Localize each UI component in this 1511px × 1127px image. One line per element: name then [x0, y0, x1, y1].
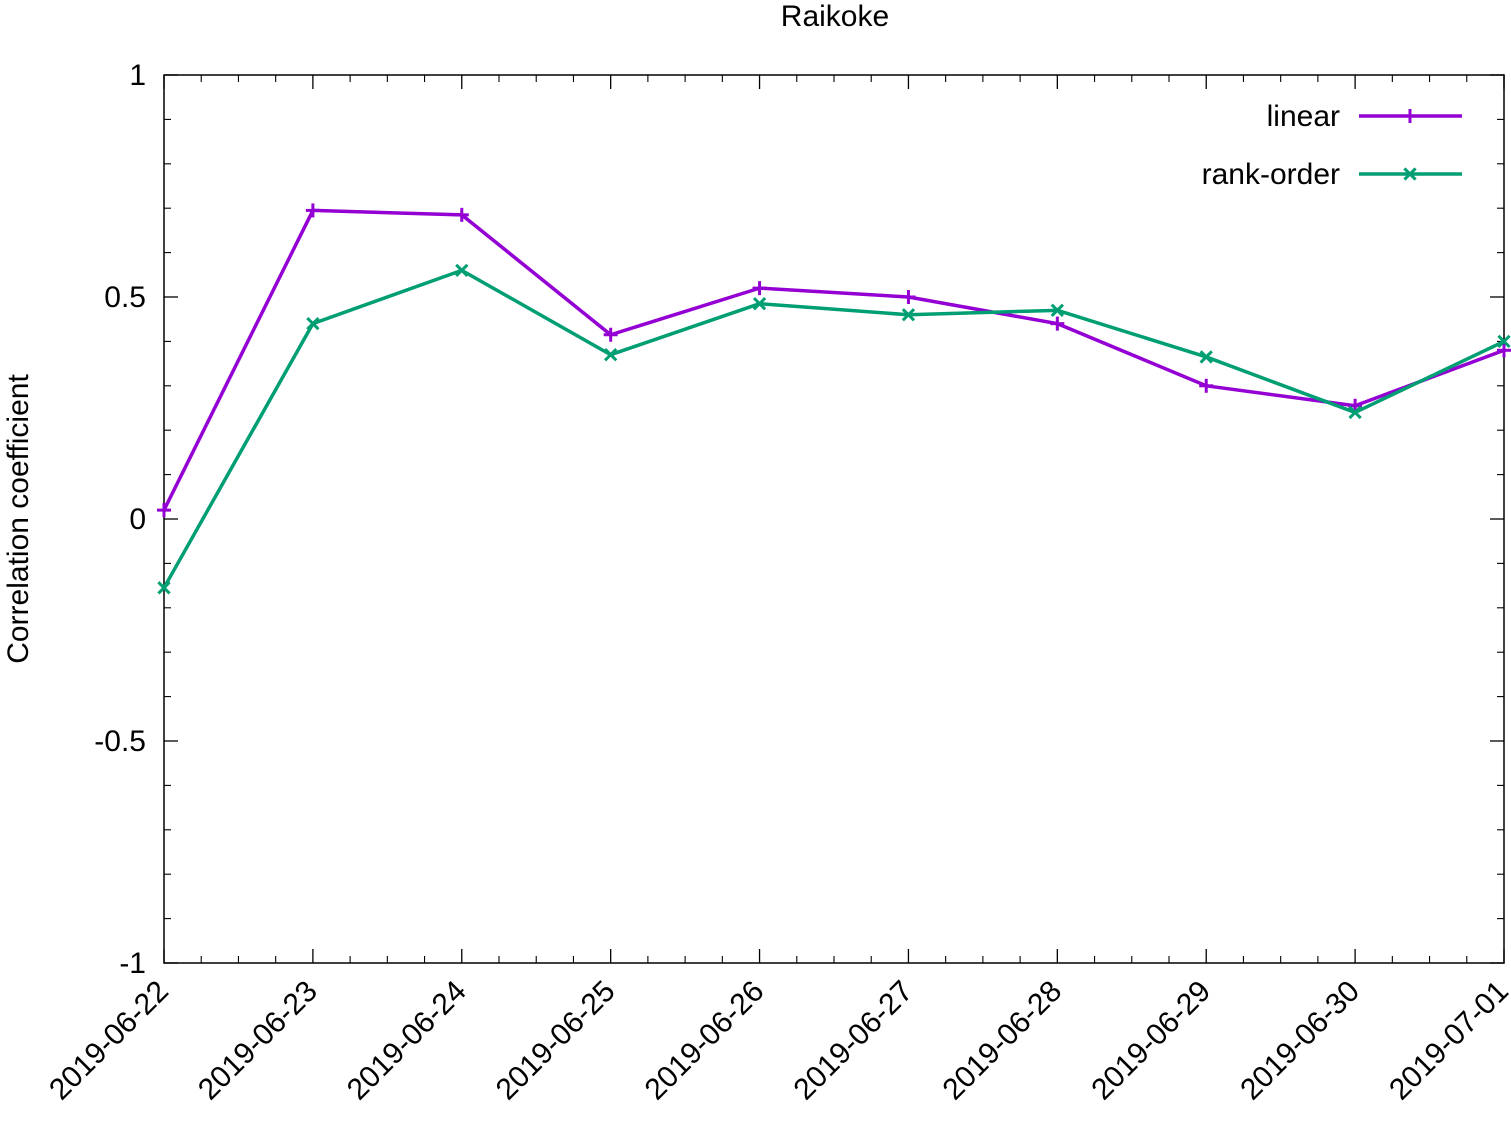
data-point [1497, 334, 1511, 349]
x-tick-label: 2019-06-26 [639, 975, 771, 1107]
legend-item-rank-order: rank-order [1202, 158, 1462, 191]
data-point [1050, 303, 1064, 317]
marker-stroke [604, 348, 618, 362]
x-tick-label: 2019-06-28 [936, 975, 1068, 1107]
marker-stroke [157, 581, 171, 595]
legend: linear rank-order [1202, 100, 1462, 191]
marker-stroke [1050, 303, 1064, 317]
legend-label: rank-order [1202, 158, 1340, 191]
data-point [1199, 378, 1214, 393]
data-point [157, 503, 171, 518]
plot-frame [163, 74, 1505, 964]
x-tick-label: 2019-06-22 [43, 975, 175, 1107]
marker-stroke [901, 308, 916, 322]
legend-item-linear: linear [1267, 100, 1462, 133]
y-tick-label: 0 [129, 503, 146, 536]
series-linear [157, 203, 1511, 518]
x-tick-label: 2019-07-01 [1383, 975, 1511, 1107]
legend-marker [1403, 109, 1417, 123]
data-point [1199, 350, 1213, 364]
data-point [157, 581, 171, 595]
data-point [1348, 405, 1362, 420]
data-point [454, 207, 469, 222]
legend-label: linear [1267, 100, 1340, 133]
y-tick-label: 0.5 [104, 281, 146, 314]
data-point [603, 327, 618, 342]
marker-stroke [306, 316, 320, 331]
x-tick-label: 2019-06-30 [1234, 975, 1366, 1107]
data-point [306, 316, 320, 331]
x-tick-label: 2019-06-24 [341, 975, 473, 1107]
data-point [901, 290, 916, 304]
marker-stroke [1403, 167, 1417, 181]
y-axis-label: Correlation coefficient [2, 374, 35, 664]
y-tick-label: -1 [119, 947, 146, 980]
data-point [1050, 316, 1065, 331]
marker-stroke [1199, 350, 1213, 364]
series-line [162, 208, 1505, 511]
series-line [162, 268, 1505, 589]
y-tick-label: 1 [129, 59, 146, 92]
series-rank-order [157, 263, 1511, 595]
data-point [604, 348, 618, 362]
data-point [901, 308, 916, 322]
marker-stroke [1497, 334, 1511, 349]
marker-stroke [455, 263, 469, 278]
x-tick-label: 2019-06-27 [788, 975, 920, 1107]
chart-title: Raikoke [781, 0, 889, 33]
marker-stroke [752, 296, 767, 311]
marker-stroke [1348, 405, 1362, 420]
x-tick-label: 2019-06-25 [490, 975, 622, 1107]
series-group [157, 203, 1511, 595]
y-tick-label: -0.5 [94, 725, 146, 758]
data-point [752, 281, 767, 296]
data-point [455, 263, 469, 278]
legend-marker [1403, 167, 1417, 181]
data-point [752, 296, 767, 311]
x-tick-label: 2019-06-29 [1085, 975, 1217, 1107]
data-point [305, 203, 320, 218]
data-point [1497, 343, 1511, 358]
x-tick-label: 2019-06-23 [192, 975, 324, 1107]
